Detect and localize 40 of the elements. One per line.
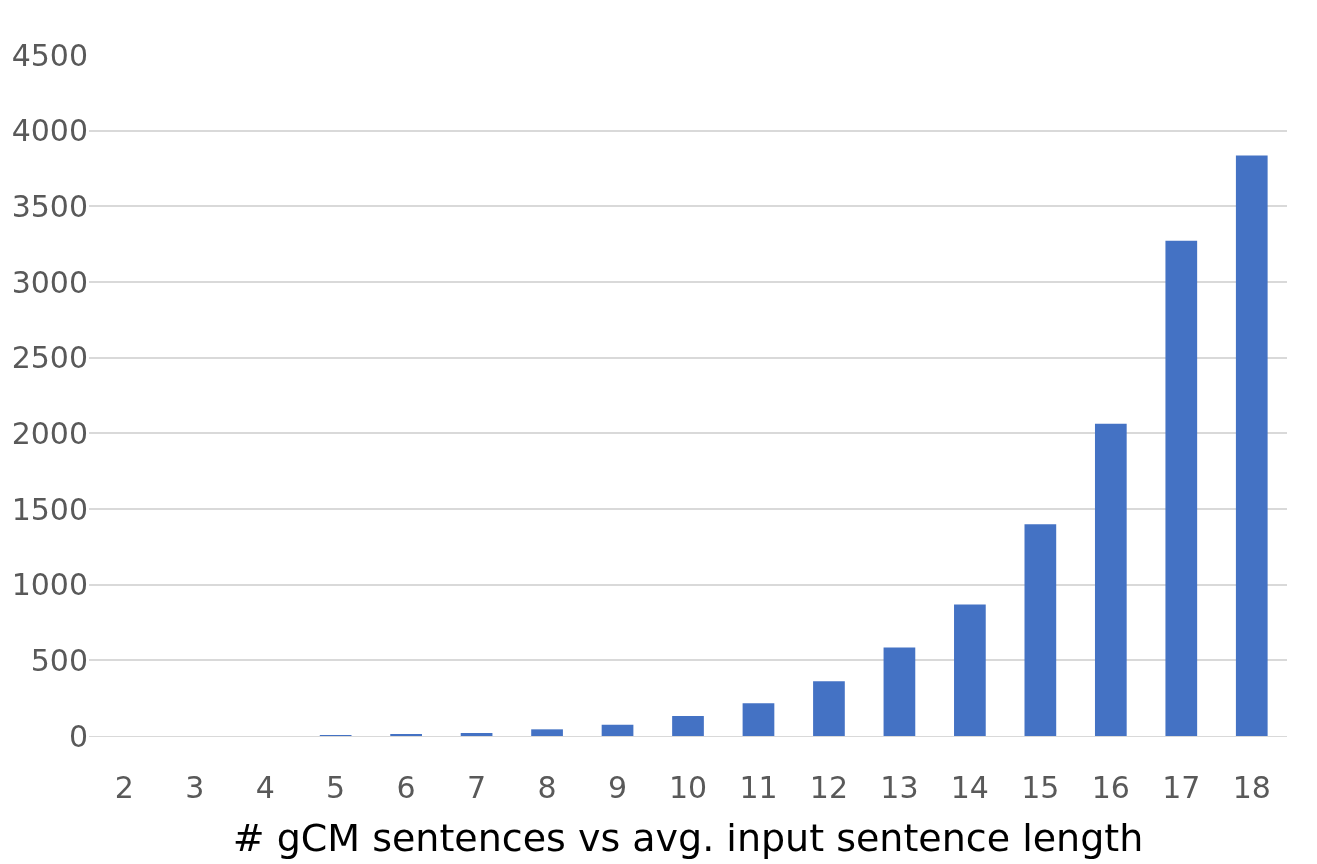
x-tick-label: 4 — [255, 770, 275, 805]
y-tick-label: 3000 — [11, 264, 88, 300]
bar — [601, 724, 634, 736]
bar — [1165, 240, 1198, 736]
y-tick-label: 2000 — [11, 415, 88, 451]
x-tick-label: 18 — [1232, 770, 1271, 805]
bar — [954, 604, 986, 736]
bar — [1235, 155, 1268, 736]
x-tick-label: 6 — [396, 770, 416, 805]
x-tick-label: 14 — [950, 770, 989, 805]
x-tick-label: 9 — [607, 770, 628, 805]
x-tick-label: 15 — [1021, 770, 1060, 805]
bar — [742, 703, 775, 736]
x-axis-title: # gCM sentences vs avg. input sentence length — [232, 816, 1144, 861]
x-tick-label: 12 — [809, 770, 849, 805]
x-tick-label: 8 — [537, 770, 557, 805]
x-tick-label: 11 — [739, 770, 778, 805]
x-tick-label: 13 — [880, 770, 919, 805]
y-tick-label: 1500 — [11, 491, 88, 527]
y-tick-label: 500 — [30, 642, 88, 678]
x-tick-label: 16 — [1091, 770, 1130, 805]
y-tick-label: 2500 — [11, 340, 88, 376]
y-tick-label: 0 — [68, 718, 88, 754]
x-tick-label: 17 — [1162, 770, 1201, 805]
bar — [1024, 524, 1057, 736]
y-tick-label: 4500 — [11, 37, 88, 73]
bar — [460, 732, 493, 736]
x-tick-label: 5 — [326, 770, 346, 805]
x-tick-label: 7 — [467, 770, 487, 805]
bar — [883, 647, 916, 736]
bar — [1094, 423, 1127, 736]
x-tick-label: 10 — [668, 770, 708, 805]
y-tick-label: 4000 — [11, 113, 88, 149]
y-tick-label: 1000 — [11, 567, 88, 603]
bar — [531, 729, 563, 736]
x-tick-label: 2 — [114, 770, 134, 805]
bar — [672, 716, 704, 736]
y-tick-label: 3500 — [11, 188, 88, 224]
x-tick-label: 3 — [185, 770, 205, 805]
bar — [813, 681, 845, 736]
